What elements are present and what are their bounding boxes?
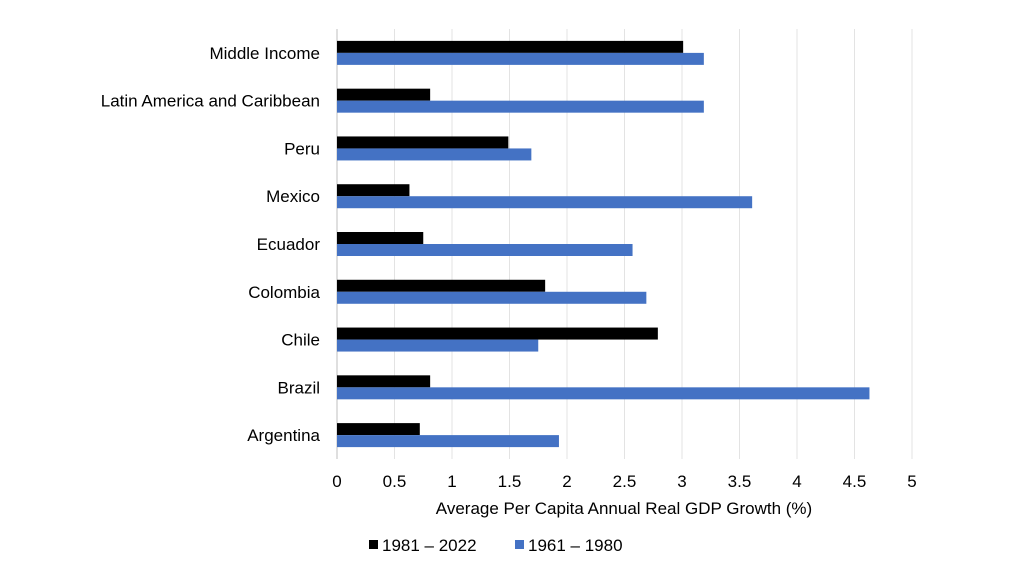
- category-label: Brazil: [277, 378, 320, 397]
- x-tick-label: 1.5: [498, 472, 522, 491]
- category-label: Mexico: [266, 187, 320, 206]
- x-tick-label: 2.5: [613, 472, 637, 491]
- bar-brazil-1981-2022: [337, 375, 431, 388]
- x-tick-label: 3: [677, 472, 686, 491]
- bar-brazil-1961-1980: [337, 387, 870, 400]
- bar-middle-income-1961-1980: [337, 52, 704, 65]
- x-tick-label: 1: [447, 472, 456, 491]
- bar-chile-1961-1980: [337, 339, 539, 352]
- x-axis-title: Average Per Capita Annual Real GDP Growt…: [436, 499, 812, 518]
- x-tick-label: 4.5: [843, 472, 867, 491]
- bar-peru-1981-2022: [337, 136, 509, 149]
- category-labels: Middle Income Latin America and Caribbean…: [101, 44, 321, 445]
- x-tick-labels: 0 0.5 1 1.5 2 2.5 3 3.5 4 4.5 5: [332, 472, 916, 491]
- bar-middle-income-1981-2022: [337, 40, 684, 53]
- bar-latin-america-and-caribbean-1981-2022: [337, 88, 431, 101]
- bar-ecuador-1981-2022: [337, 232, 424, 244]
- legend-label-1961-1980: 1961 – 1980: [528, 536, 623, 555]
- bar-mexico-1981-2022: [337, 184, 410, 197]
- legend-swatch-1961-1980: [515, 540, 524, 549]
- bar-argentina-1961-1980: [337, 435, 559, 448]
- x-tick-label: 3.5: [728, 472, 752, 491]
- category-label: Peru: [284, 139, 320, 158]
- legend-label-1981-2022: 1981 – 2022: [382, 536, 477, 555]
- category-label: Chile: [281, 331, 320, 350]
- x-tick-label: 5: [907, 472, 916, 491]
- x-tick-label: 4: [792, 472, 801, 491]
- bar-chile-1981-2022: [337, 327, 658, 340]
- legend: 1981 – 2022 1961 – 1980: [369, 536, 623, 555]
- category-label: Argentina: [247, 426, 320, 445]
- bar-peru-1961-1980: [337, 148, 532, 161]
- bar-colombia-1981-2022: [337, 279, 546, 292]
- category-label: Latin America and Caribbean: [101, 92, 320, 111]
- bar-argentina-1981-2022: [337, 423, 420, 436]
- x-tick-label: 0: [332, 472, 341, 491]
- bar-mexico-1961-1980: [337, 196, 753, 209]
- x-tick-label: 2: [562, 472, 571, 491]
- bar-colombia-1961-1980: [337, 291, 647, 304]
- x-tick-label: 0.5: [383, 472, 407, 491]
- category-label: Colombia: [248, 283, 320, 302]
- bar-latin-america-and-caribbean-1961-1980: [337, 100, 704, 113]
- legend-swatch-1981-2022: [369, 540, 378, 549]
- category-label: Middle Income: [209, 44, 320, 63]
- category-label: Ecuador: [257, 235, 321, 254]
- bar-ecuador-1961-1980: [337, 244, 633, 256]
- bars: [337, 40, 870, 448]
